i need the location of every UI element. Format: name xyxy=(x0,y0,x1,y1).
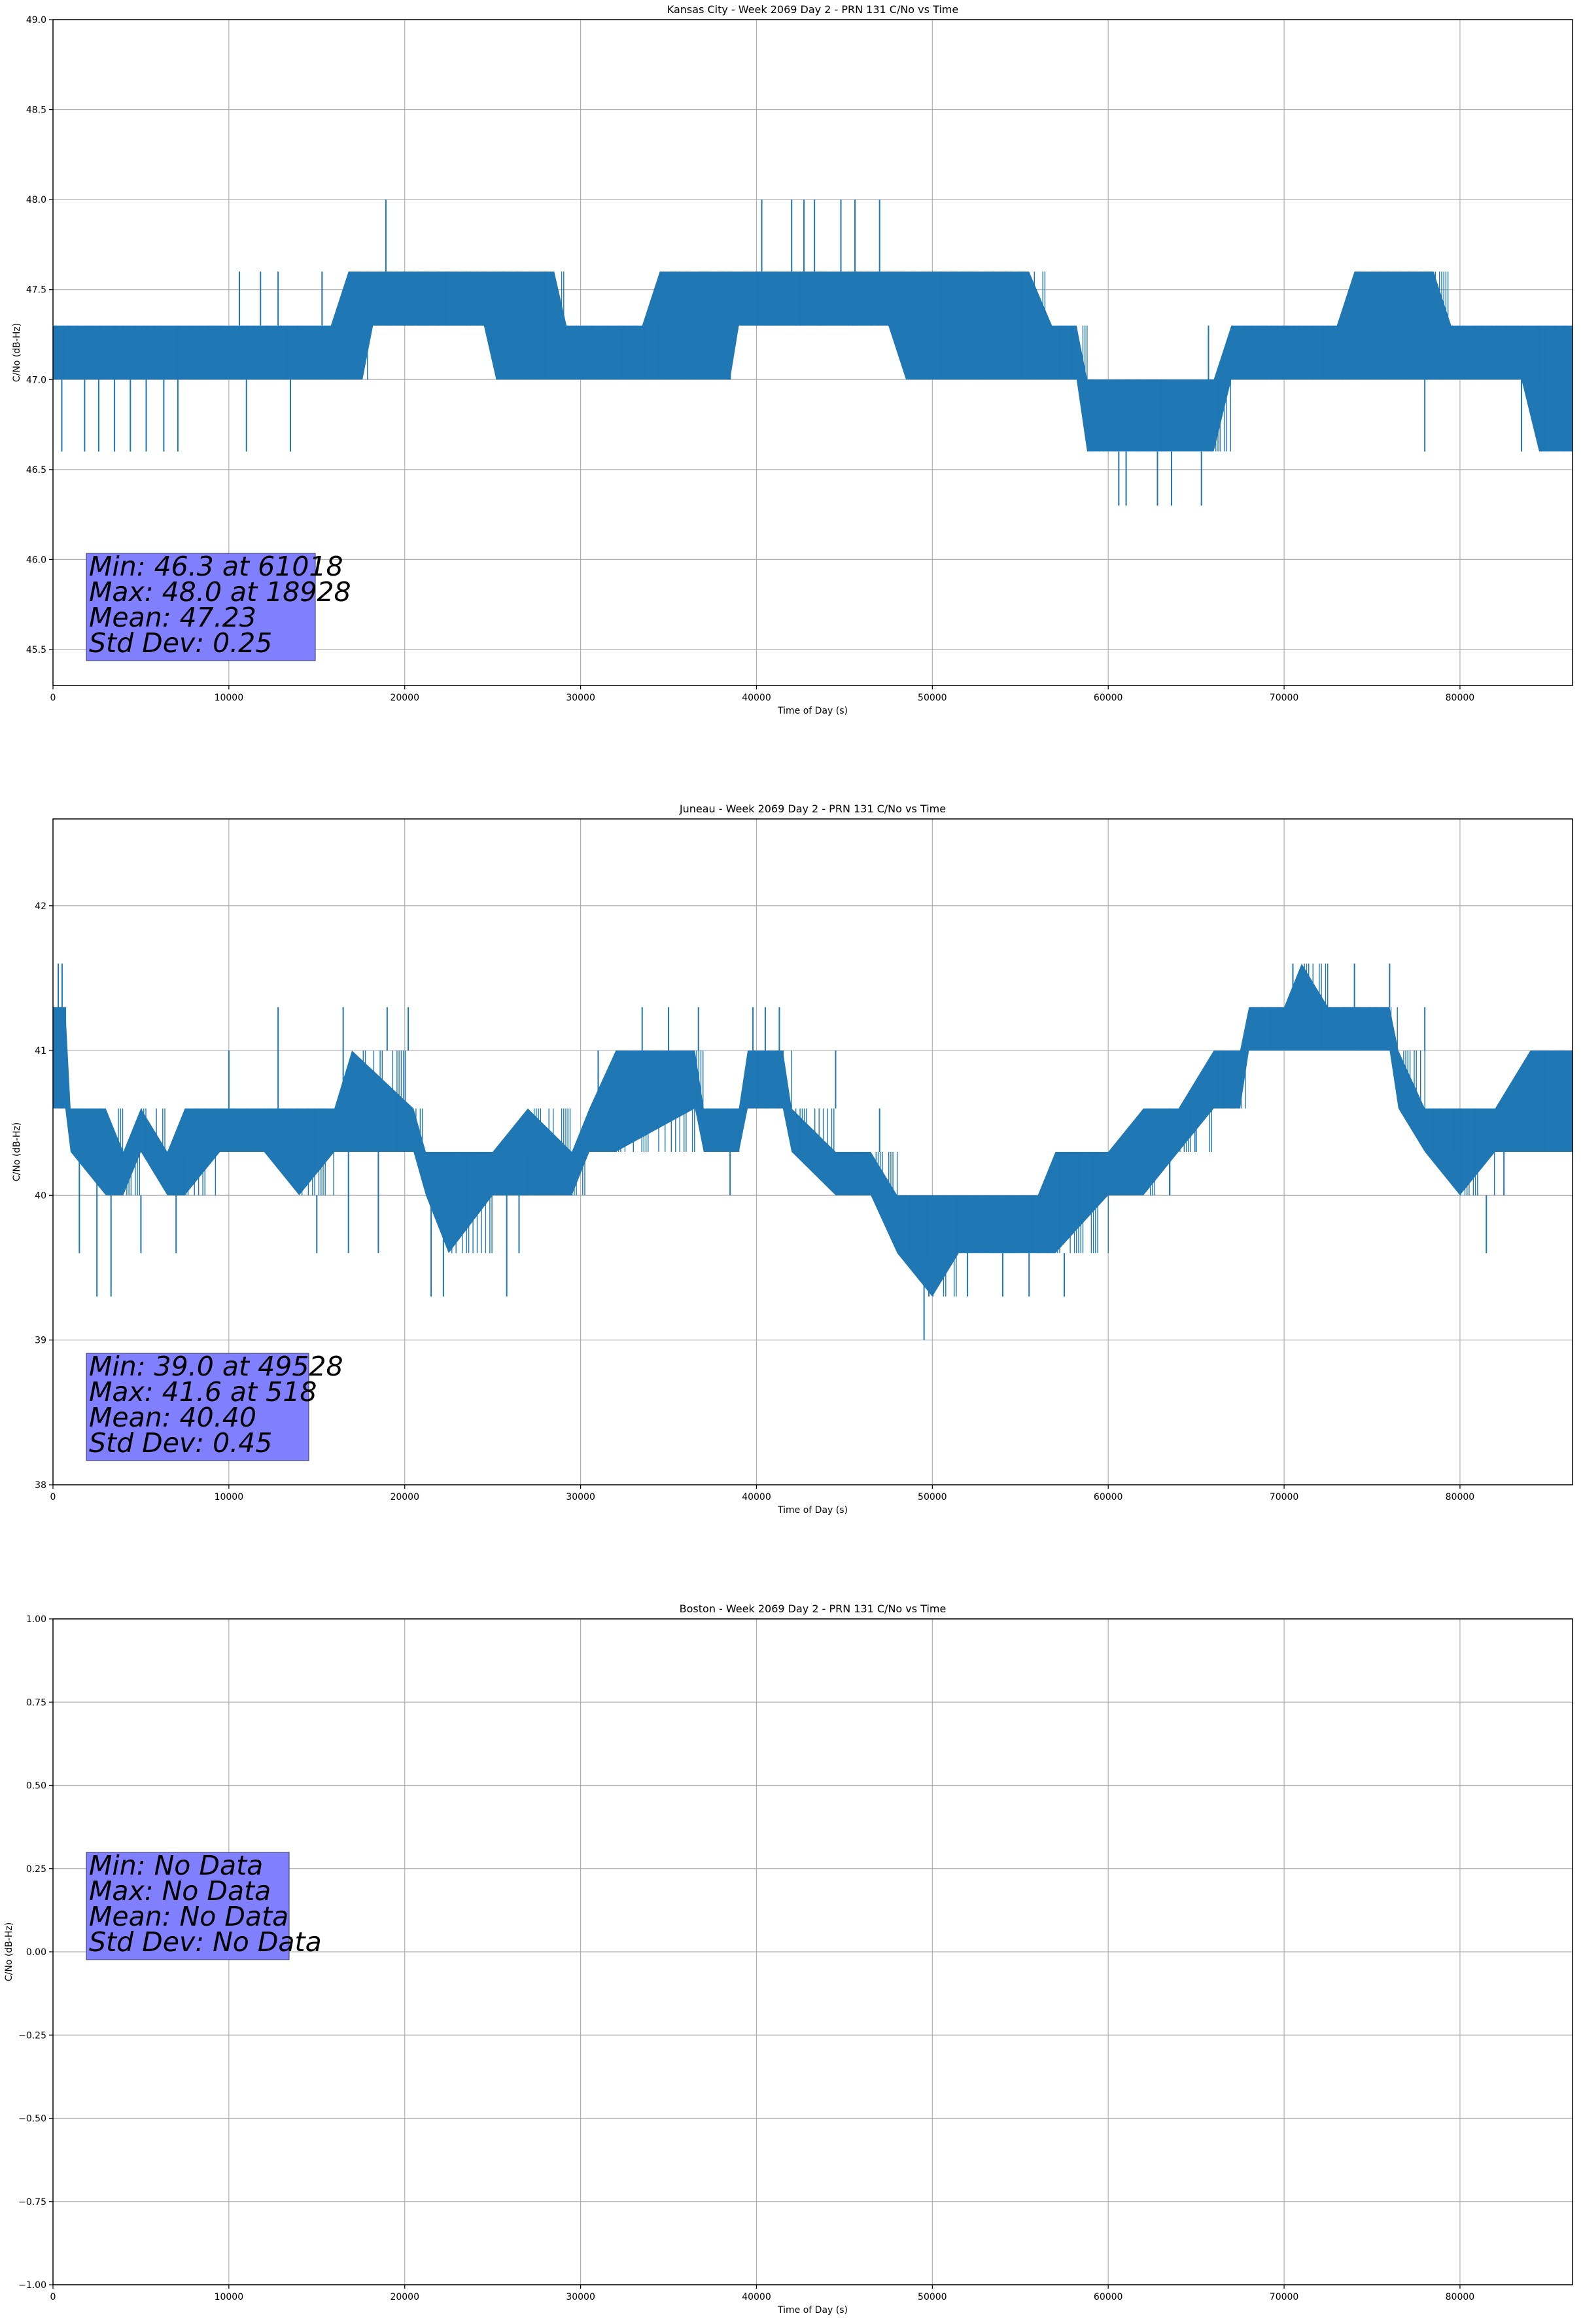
x-axis-label: Time of Day (s) xyxy=(777,2305,848,2315)
stats-line: Min: No Data xyxy=(89,1850,263,1881)
x-tick-label: 20000 xyxy=(390,693,419,703)
x-tick-label: 80000 xyxy=(1446,2292,1475,2302)
x-tick-label: 60000 xyxy=(1094,693,1123,703)
x-tick-label: 10000 xyxy=(215,2292,244,2302)
y-tick-label: 47.5 xyxy=(26,285,46,296)
y-tick-label: −1.00 xyxy=(18,2280,46,2291)
chart-title: Juneau - Week 2069 Day 2 - PRN 131 C/No … xyxy=(679,803,946,815)
x-tick-label: 10000 xyxy=(215,1492,244,1502)
series-line xyxy=(54,271,1567,452)
x-tick-label: 20000 xyxy=(390,2292,419,2302)
y-tick-label: −0.50 xyxy=(18,2114,46,2125)
stats-box xyxy=(86,1353,309,1461)
chart-panel-2: 0 10000 20000 30000 40000 50000 60000 70000 8000… xyxy=(12,803,1573,1516)
x-tick-label: 40000 xyxy=(742,693,771,703)
series-line xyxy=(61,963,1573,1297)
x-tick-label: 40000 xyxy=(742,1492,771,1502)
y-tick-label: 47.0 xyxy=(26,375,46,385)
x-tick-label: 30000 xyxy=(566,1492,595,1502)
x-axis-label: Time of Day (s) xyxy=(777,706,848,716)
chart-title: Kansas City - Week 2069 Day 2 - PRN 131 … xyxy=(667,3,958,16)
x-tick-label: 20000 xyxy=(390,1492,419,1502)
stats-line: Max: 41.6 at 518 xyxy=(89,1376,317,1408)
y-tick-label: 38 xyxy=(35,1480,46,1491)
chart-title: Boston - Week 2069 Day 2 - PRN 131 C/No … xyxy=(680,1603,947,1615)
x-tick-label: 50000 xyxy=(918,2292,947,2302)
x-tick-label: 50000 xyxy=(918,693,947,703)
y-tick-label: 1.00 xyxy=(26,1614,46,1625)
x-tick-label: 80000 xyxy=(1446,693,1475,703)
stats-line: Mean: 40.40 xyxy=(89,1402,256,1433)
x-tick-label: 50000 xyxy=(918,1492,947,1502)
series-band xyxy=(53,963,1573,1297)
chart-panel-1: 0 10000 20000 30000 40000 50000 60000 70000 8000… xyxy=(12,3,1573,716)
series-band xyxy=(53,271,1573,452)
stats-line: Min: 39.0 at 49528 xyxy=(89,1351,343,1382)
chart-panel-3: 0 10000 20000 30000 40000 50000 60000 70000 8000… xyxy=(4,1603,1573,2315)
y-tick-label: 42 xyxy=(35,901,46,912)
y-tick-label: 40 xyxy=(35,1190,46,1201)
stats-box xyxy=(86,1852,290,1960)
stats-line: Std Dev: No Data xyxy=(89,1926,322,1958)
y-tick-label: 0.50 xyxy=(26,1781,46,1792)
stats-line: Mean: 47.23 xyxy=(89,602,256,633)
x-tick-label: 0 xyxy=(50,2292,56,2302)
y-tick-label: 41 xyxy=(35,1046,46,1056)
y-tick-label: 0.25 xyxy=(26,1864,46,1875)
x-tick-label: 70000 xyxy=(1270,693,1299,703)
x-tick-label: 60000 xyxy=(1094,2292,1123,2302)
stats-line: Std Dev: 0.45 xyxy=(89,1427,272,1459)
x-tick-label: 0 xyxy=(50,1492,56,1502)
y-axis-label: C/No (dB-Hz) xyxy=(12,323,22,382)
plot-frame xyxy=(52,19,1573,686)
y-tick-label: 48.5 xyxy=(26,105,46,116)
x-tick-label: 70000 xyxy=(1270,1492,1299,1502)
x-tick-label: 70000 xyxy=(1270,2292,1299,2302)
x-tick-label: 30000 xyxy=(566,2292,595,2302)
stats-line: Max: No Data xyxy=(89,1875,271,1907)
x-tick-label: 0 xyxy=(50,693,56,703)
y-axis-label: C/No (dB-Hz) xyxy=(4,1922,14,1981)
y-tick-label: −0.25 xyxy=(18,2030,46,2041)
x-tick-label: 30000 xyxy=(566,693,595,703)
y-tick-label: 39 xyxy=(35,1336,46,1346)
x-axis-label: Time of Day (s) xyxy=(777,1505,848,1516)
x-tick-label: 60000 xyxy=(1094,1492,1123,1502)
y-tick-label: 0.75 xyxy=(26,1697,46,1708)
x-tick-label: 40000 xyxy=(742,2292,771,2302)
y-tick-label: 46.0 xyxy=(26,555,46,565)
y-tick-label: 46.5 xyxy=(26,465,46,476)
stats-line: Mean: No Data xyxy=(89,1901,288,1932)
stats-line: Min: 46.3 at 61018 xyxy=(89,551,343,582)
x-tick-label: 10000 xyxy=(215,693,244,703)
y-tick-label: 45.5 xyxy=(26,645,46,655)
stats-box xyxy=(86,553,316,661)
y-axis-label: C/No (dB-Hz) xyxy=(12,1122,22,1181)
plot-frame xyxy=(52,818,1573,1485)
y-tick-label: 0.00 xyxy=(26,1947,46,1958)
x-tick-label: 80000 xyxy=(1446,1492,1475,1502)
y-tick-label: −0.75 xyxy=(18,2197,46,2208)
stats-line: Max: 48.0 at 18928 xyxy=(89,576,351,608)
stats-line: Std Dev: 0.25 xyxy=(89,627,272,659)
y-tick-label: 48.0 xyxy=(26,195,46,205)
y-tick-label: 49.0 xyxy=(26,15,46,26)
